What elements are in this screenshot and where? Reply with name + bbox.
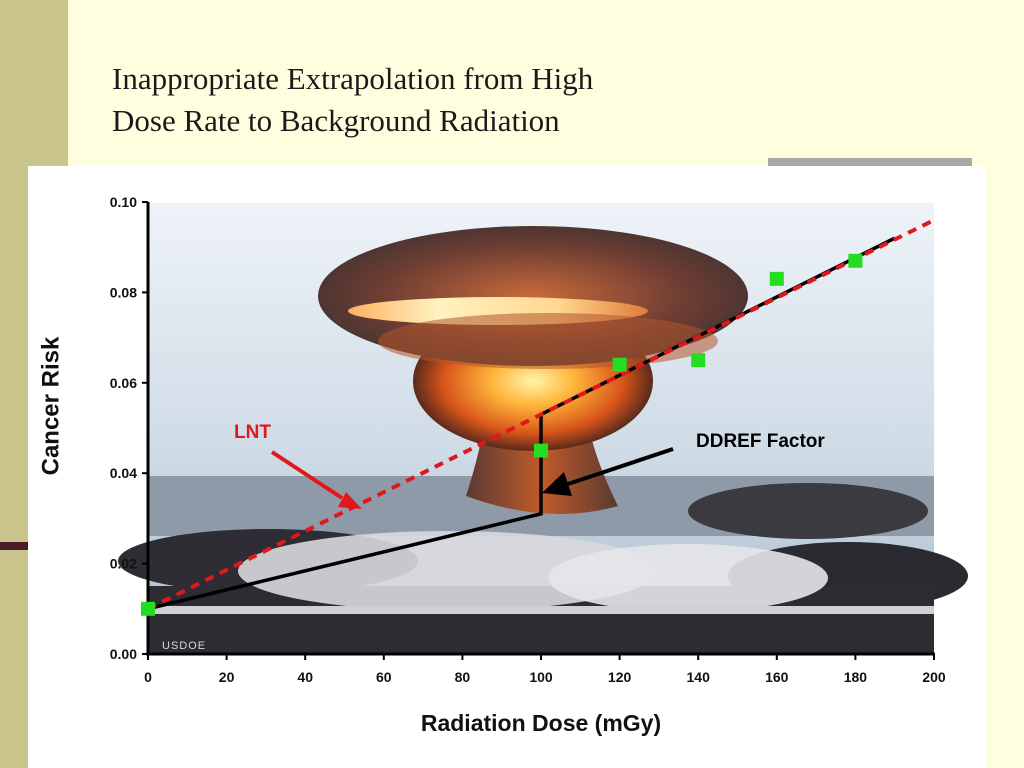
slide-title: Inappropriate Extrapolation from High Do…: [112, 58, 712, 142]
chart-card: USDOE 0.00 0.02 0.04 0.06 0.08 0.10 0 20 40 60 80…: [28, 166, 986, 768]
y-tick-label: 0.04: [110, 465, 137, 481]
x-tick-label: 20: [219, 669, 235, 685]
data-point: [534, 443, 548, 458]
ddref-label: DDREF Factor: [696, 431, 825, 452]
y-tick-label: 0.08: [110, 284, 137, 300]
lnt-line: [147, 218, 935, 611]
x-tick-label: 200: [922, 669, 946, 685]
lnt-label: LNT: [234, 422, 271, 443]
x-tick-label: 60: [376, 669, 392, 685]
x-tick-label: 160: [765, 669, 789, 685]
data-point: [141, 601, 155, 616]
y-tick-label: 0.10: [110, 194, 137, 210]
x-tick-label: 80: [455, 669, 471, 685]
x-tick-label: 0: [144, 669, 152, 685]
ddref-model-line: [147, 236, 896, 611]
photo-credit: USDOE: [162, 640, 206, 652]
y-tick-label: 0.06: [110, 375, 137, 391]
data-point: [612, 357, 627, 372]
y-tick-label: 0.02: [110, 556, 137, 572]
slide-title-line2: Dose Rate to Background Radiation: [112, 103, 560, 138]
y-ticks: 0.00 0.02 0.04 0.06 0.08 0.10: [110, 194, 148, 662]
x-tick-label: 120: [608, 669, 632, 685]
data-point: [769, 271, 784, 286]
y-tick-label: 0.00: [110, 646, 137, 662]
data-point: [848, 253, 863, 268]
y-axis-label: Cancer Risk: [37, 336, 64, 475]
left-accent-bar: [0, 542, 30, 550]
x-tick-label: 140: [687, 669, 711, 685]
x-axis-label: Radiation Dose (mGy): [421, 710, 661, 736]
slide-title-line1: Inappropriate Extrapolation from High: [112, 61, 594, 96]
top-accent-bar: [768, 158, 972, 166]
x-tick-label: 100: [529, 669, 553, 685]
series-layer: [141, 218, 935, 616]
x-tick-label: 180: [844, 669, 868, 685]
data-point: [691, 353, 706, 368]
chart: USDOE 0.00 0.02 0.04 0.06 0.08 0.10 0 20 40 60 80…: [37, 194, 968, 736]
ddref-arrow: [542, 447, 674, 496]
lnt-arrow: [270, 450, 362, 509]
x-ticks: 0 20 40 60 80 100 120 140 160 180 200: [144, 654, 946, 685]
x-tick-label: 40: [297, 669, 313, 685]
